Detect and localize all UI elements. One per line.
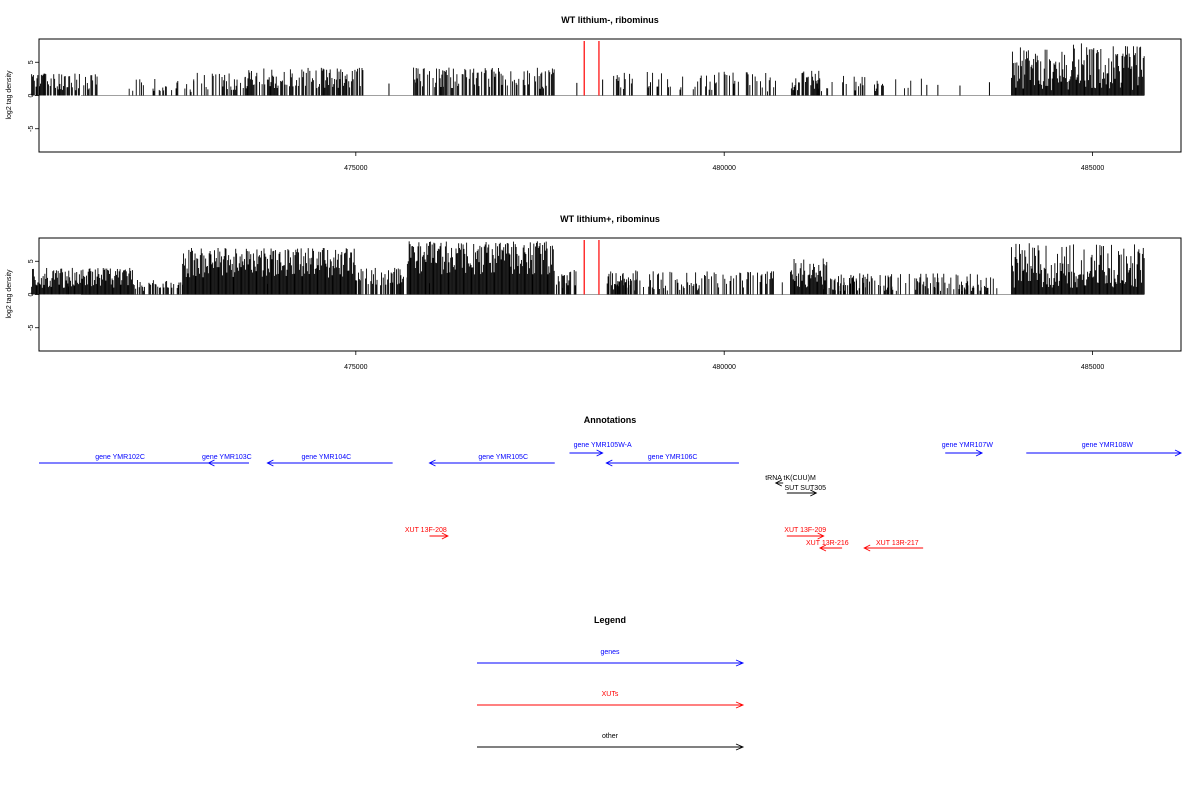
- track-panel-lithium-plus: WT lithium+, ribominus log2 tag density …: [6, 214, 1182, 371]
- feature-label: gene YMR104C: [301, 454, 351, 461]
- annotation-feature: tRNA tK(CUU)M: [765, 475, 816, 487]
- annotations-track: Annotations gene YMR102C gene YMR103C gene…: [39, 415, 1183, 552]
- x-tick-label: 475000: [344, 364, 367, 371]
- arrowhead: [1174, 449, 1183, 457]
- feature-label: SUT SUT305: [784, 485, 826, 492]
- annotation-feature: XUT 13R-216: [806, 540, 849, 552]
- y-axis-label: log2 tag density: [6, 269, 13, 319]
- arrowhead: [266, 459, 274, 467]
- arrowhead: [817, 532, 825, 540]
- feature-label: gene YMR102C: [95, 454, 145, 461]
- y-tick-label: 5: [28, 259, 35, 263]
- arrowhead: [428, 459, 436, 467]
- feature-label: gene YMR103C: [202, 454, 252, 461]
- bar-marks: [31, 239, 1145, 295]
- arrowhead: [863, 544, 871, 552]
- feature-label: gene YMR108W: [1082, 442, 1134, 449]
- legend-label: other: [602, 733, 619, 740]
- feature-label: XUT 13F-208: [405, 527, 447, 534]
- annotation-feature: gene YMR108W: [1026, 442, 1183, 457]
- bar-marks: [31, 40, 1145, 96]
- feature-label: gene YMR105C: [478, 454, 528, 461]
- panel-title: WT lithium+, ribominus: [560, 214, 660, 224]
- legend-items: genes XUTs other: [477, 649, 745, 751]
- legend-item: genes: [477, 649, 745, 667]
- feature-label: XUT 13F-209: [784, 527, 826, 534]
- legend-title: Legend: [594, 615, 626, 625]
- annotation-feature: XUT 13R-217: [863, 540, 924, 552]
- annotation-feature: gene YMR107W: [942, 442, 994, 457]
- annotations-title: Annotations: [584, 415, 637, 425]
- legend-item: XUTs: [477, 691, 745, 709]
- legend: Legend genes XUTs other: [477, 615, 745, 751]
- axes: -5 0 5 475000 480000 485000: [28, 60, 1104, 172]
- feature-label: gene YMR106C: [648, 454, 698, 461]
- feature-label: XUT 13R-216: [806, 540, 849, 547]
- annotation-feature: gene YMR106C: [605, 454, 739, 467]
- annotation-feature: gene YMR103C: [202, 454, 252, 467]
- y-tick-label: 0: [28, 93, 35, 97]
- annotation-feature: XUT 13F-208: [405, 527, 449, 540]
- legend-label: XUTs: [602, 691, 619, 698]
- y-tick-label: -5: [28, 325, 35, 331]
- panel-title: WT lithium-, ribominus: [561, 15, 659, 25]
- arrowhead: [735, 743, 745, 751]
- arrowhead: [735, 701, 745, 709]
- y-tick-label: 0: [28, 292, 35, 296]
- annotation-feature: XUT 13F-209: [784, 527, 826, 540]
- x-tick-label: 480000: [713, 364, 736, 371]
- feature-label: gene YMR107W: [942, 442, 994, 449]
- x-tick-label: 485000: [1081, 364, 1104, 371]
- feature-label: gene YMR105W-A: [574, 442, 632, 449]
- feature-list: gene YMR102C gene YMR103C gene YMR104C gene…: [39, 442, 1183, 552]
- y-axis-label: log2 tag density: [6, 70, 13, 120]
- x-tick-label: 475000: [344, 165, 367, 172]
- axes: -5 0 5 475000 480000 485000: [28, 259, 1104, 371]
- feature-label: tRNA tK(CUU)M: [765, 475, 816, 482]
- arrowhead: [735, 659, 745, 667]
- y-tick-label: 5: [28, 60, 35, 64]
- arrowhead: [810, 489, 818, 497]
- arrowhead: [605, 459, 613, 467]
- y-tick-label: -5: [28, 126, 35, 132]
- annotation-feature: gene YMR104C: [266, 454, 393, 467]
- legend-item: other: [477, 733, 745, 751]
- x-tick-label: 480000: [713, 165, 736, 172]
- arrowhead: [818, 544, 827, 552]
- feature-label: XUT 13R-217: [876, 540, 919, 547]
- track-panel-lithium-minus: WT lithium-, ribominus log2 tag density …: [6, 15, 1182, 172]
- arrowhead: [774, 479, 782, 487]
- annotation-feature: SUT SUT305: [784, 485, 826, 497]
- arrowhead: [207, 459, 215, 467]
- annotation-feature: gene YMR105C: [428, 454, 555, 467]
- arrowhead: [441, 532, 449, 540]
- arrowhead: [975, 449, 984, 457]
- annotation-feature: gene YMR102C: [39, 454, 209, 464]
- annotation-feature: gene YMR105W-A: [569, 442, 632, 457]
- arrowhead: [596, 449, 604, 457]
- legend-label: genes: [600, 649, 620, 656]
- x-tick-label: 485000: [1081, 165, 1104, 172]
